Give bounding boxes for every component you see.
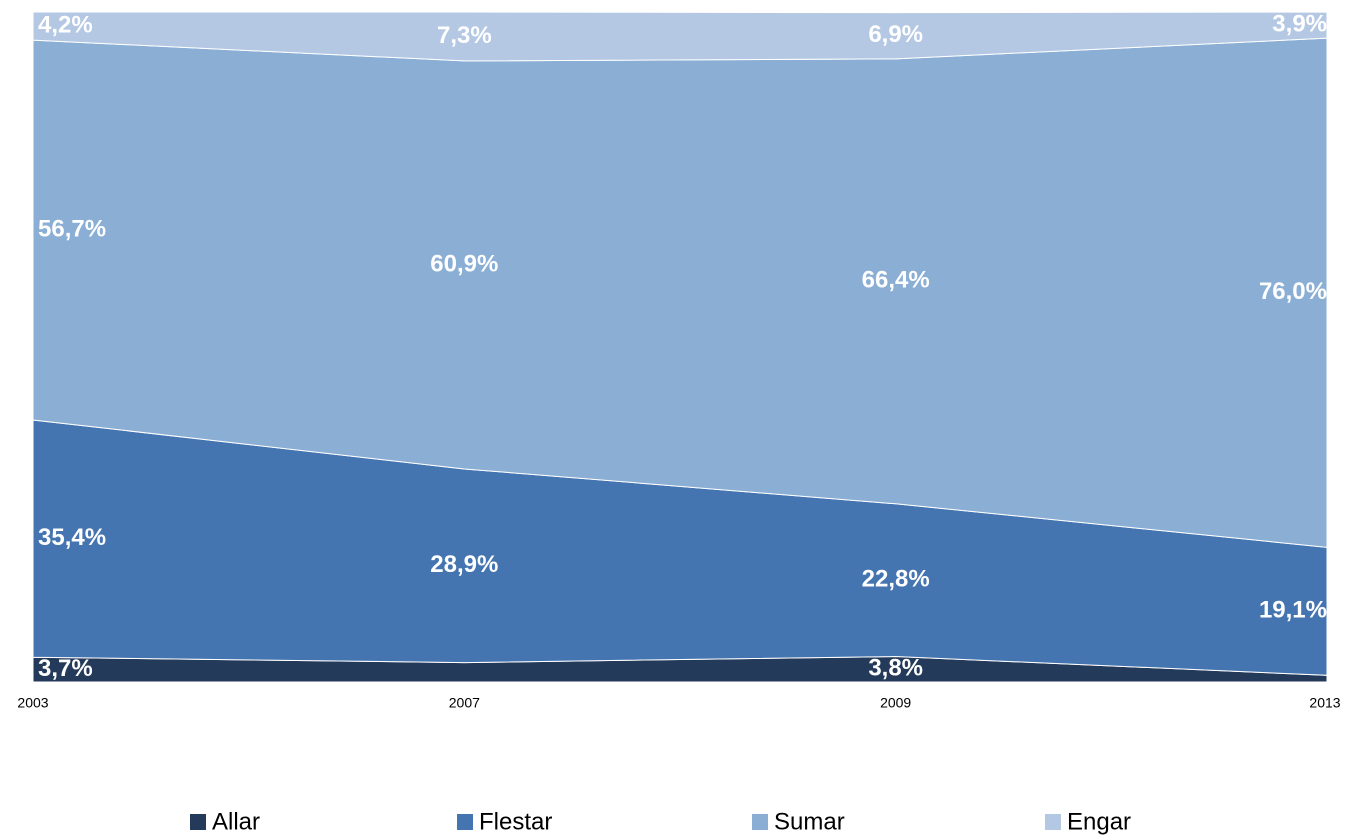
data-label: 35,4% <box>38 524 106 551</box>
x-tick-label: 2013 <box>1309 695 1340 711</box>
data-label: 22,8% <box>862 566 930 593</box>
data-label: 19,1% <box>1259 597 1327 624</box>
legend-label: Allar <box>212 808 260 835</box>
legend-item: Engar <box>1045 808 1131 835</box>
data-label: 56,7% <box>38 215 106 242</box>
data-label: 76,0% <box>1259 278 1327 305</box>
data-label: 28,9% <box>430 551 498 578</box>
legend-swatch <box>1045 814 1061 830</box>
area <box>32 11 1328 62</box>
data-label: 7,3% <box>437 22 492 49</box>
legend-swatch <box>190 814 206 830</box>
x-tick-label: 2003 <box>17 695 48 711</box>
data-label: 3,9% <box>1272 10 1327 37</box>
legend-label: Sumar <box>774 808 845 835</box>
data-label: 4,2% <box>38 11 93 38</box>
x-tick-label: 2007 <box>449 695 480 711</box>
x-tick-label: 2009 <box>880 695 911 711</box>
legend-swatch <box>457 814 473 830</box>
legend-item: Flestar <box>457 808 552 835</box>
legend-item: Allar <box>190 808 260 835</box>
data-label: 6,9% <box>868 21 923 48</box>
legend-label: Engar <box>1067 808 1131 835</box>
data-label: 3,7% <box>38 655 93 682</box>
legend-swatch <box>752 814 768 830</box>
legend-item: Sumar <box>752 808 845 835</box>
legend-label: Flestar <box>479 808 552 835</box>
data-label: 66,4% <box>862 267 930 294</box>
data-label: 3,8% <box>868 655 923 682</box>
data-label: 60,9% <box>430 250 498 277</box>
